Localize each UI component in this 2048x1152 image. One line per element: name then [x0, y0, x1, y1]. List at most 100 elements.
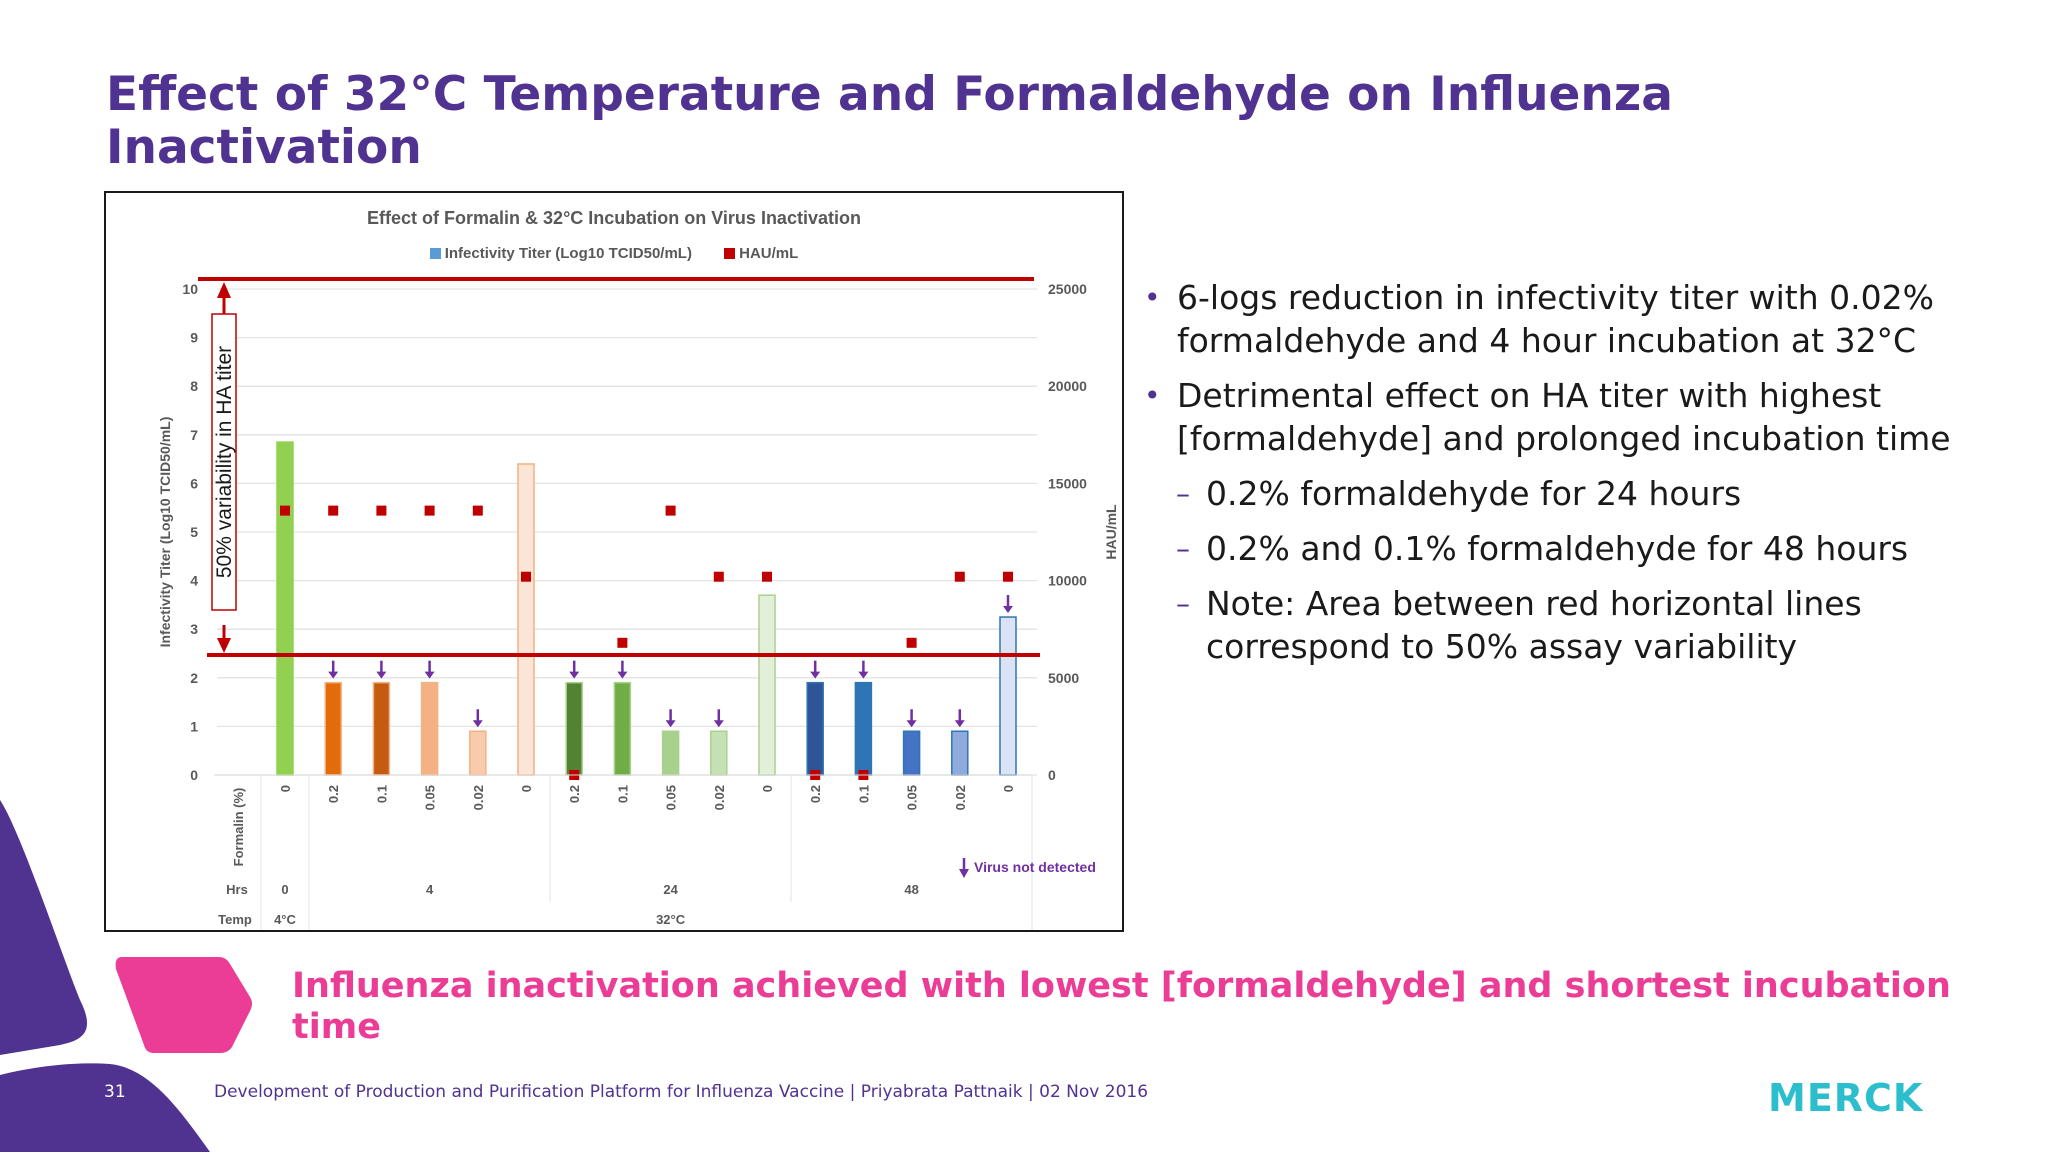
hau-marker — [376, 505, 387, 516]
formalin-tick-label: 0.1 — [374, 785, 389, 803]
bullet-dash-icon: – — [1176, 532, 1190, 565]
purple-shape-bottom — [0, 1063, 210, 1152]
variability-label: 50% variability in HA titer — [213, 346, 236, 578]
y2-axis-label: HAU/mL — [1103, 504, 1119, 560]
formalin-tick-label: 0 — [760, 785, 775, 792]
bar-infectivity — [951, 730, 969, 776]
hau-marker — [424, 505, 435, 516]
formalin-tick-label: 0 — [278, 785, 293, 792]
down-arrow-icon — [959, 869, 969, 878]
down-arrow-icon — [1003, 606, 1013, 614]
hau-marker — [472, 505, 483, 516]
formalin-tick-label: 0.02 — [953, 785, 968, 810]
bullet-text: Note: Area between red horizontal lines … — [1206, 584, 1862, 666]
purple-shape-left — [0, 800, 88, 1055]
y2-tick-label: 0 — [1048, 767, 1056, 783]
page-number: 31 — [104, 1082, 126, 1102]
bullet-item: • Detrimental effect on HA titer with hig… — [1144, 374, 1974, 460]
down-arrow-icon — [424, 671, 435, 679]
y-tick-label: 2 — [190, 670, 198, 686]
hau-marker — [328, 505, 339, 516]
hau-marker — [280, 505, 290, 516]
hau-marker — [954, 571, 965, 582]
y-tick-label: 8 — [190, 378, 198, 394]
y-tick-label: 3 — [190, 621, 198, 637]
formalin-tick-label: 0 — [519, 785, 534, 792]
down-arrow-icon — [954, 720, 965, 728]
bar-infectivity — [854, 681, 873, 776]
y-tick-label: 10 — [182, 281, 198, 297]
down-arrow-icon — [665, 720, 676, 728]
legend-swatch-blue — [429, 248, 441, 259]
hours-group-label: 48 — [904, 882, 918, 897]
formalin-row-label: Formalin (%) — [231, 788, 246, 867]
down-arrow-icon — [328, 671, 339, 679]
footer-text: Development of Production and Purificati… — [214, 1082, 1149, 1102]
y-tick-label: 0 — [190, 767, 198, 783]
down-arrow-icon — [810, 671, 821, 679]
bar-infectivity — [613, 681, 632, 776]
y-tick-label: 4 — [190, 573, 198, 589]
hours-group-label: 24 — [663, 882, 678, 897]
bar-infectivity — [372, 681, 391, 776]
formalin-tick-label: 0.02 — [712, 785, 727, 810]
down-arrow-icon — [617, 671, 628, 679]
bar-infectivity — [469, 730, 487, 776]
bullet-dot-icon: • — [1144, 379, 1161, 412]
down-arrow-icon — [713, 720, 724, 728]
bar-infectivity — [324, 681, 342, 776]
formalin-tick-label: 0.1 — [615, 785, 630, 803]
formalin-tick-label: 0.05 — [664, 785, 679, 810]
chart-legend: Infectivity Titer (Log10 TCID50/mL) HAU/… — [106, 245, 1122, 263]
hau-marker — [713, 571, 724, 582]
formalin-tick-label: 0.2 — [808, 785, 823, 803]
bar-infectivity — [420, 681, 439, 776]
bullet-text: 0.2% formaldehyde for 24 hours — [1206, 474, 1742, 513]
legend-item-infectivity: Infectivity Titer (Log10 TCID50/mL) — [429, 245, 692, 262]
formalin-tick-label: 0 — [1001, 785, 1016, 792]
bar-infectivity — [710, 730, 728, 776]
hau-marker — [665, 505, 676, 516]
bullet-text: 0.2% and 0.1% formaldehyde for 48 hours — [1206, 529, 1909, 568]
formalin-tick-label: 0.1 — [856, 785, 871, 803]
hrs-row-label: Hrs — [226, 882, 248, 897]
formalin-tick-label: 0.2 — [567, 785, 582, 803]
down-arrow-icon — [858, 671, 869, 679]
legend-swatch-red — [724, 248, 736, 259]
bar-infectivity — [758, 594, 776, 776]
y2-tick-label: 15000 — [1048, 475, 1087, 491]
temp-row-label: Temp — [218, 912, 252, 927]
hau-marker — [1003, 571, 1013, 582]
temp-group-label: 32°C — [656, 912, 686, 927]
y-tick-label: 7 — [190, 427, 198, 443]
y-tick-label: 6 — [190, 475, 198, 491]
formalin-tick-label: 0.02 — [471, 785, 486, 810]
formalin-tick-label: 0.2 — [326, 785, 341, 803]
down-arrow-icon — [217, 638, 231, 653]
pink-callout-shape — [115, 957, 252, 1053]
bullet-item: –0.2% formaldehyde for 24 hours — [1144, 472, 1974, 515]
formalin-tick-label: 0.05 — [905, 785, 920, 810]
bullet-text: 6-logs reduction in infectivity titer wi… — [1177, 278, 1934, 360]
chart-container: Effect of Formalin & 32°C Incubation on … — [104, 191, 1124, 932]
hau-marker — [762, 571, 772, 582]
legend-label: HAU/mL — [739, 245, 799, 262]
chart-title: Effect of Formalin & 32°C Incubation on … — [367, 208, 861, 228]
legend-item-hau: HAU/mL — [724, 245, 798, 262]
bullet-item: – Note: Area between red horizontal lines… — [1144, 582, 1974, 668]
bar-infectivity — [517, 463, 535, 776]
bullet-dash-icon: – — [1176, 477, 1190, 510]
hau-marker — [617, 637, 628, 648]
bar-infectivity — [276, 441, 294, 776]
down-arrow-icon — [472, 720, 483, 728]
down-arrow-icon — [376, 671, 387, 679]
hau-marker — [521, 571, 531, 582]
bullet-dot-icon: • — [1144, 281, 1161, 314]
y-axis-label: Infectivity Titer (Log10 TCID50/mL) — [157, 417, 173, 648]
y2-tick-label: 25000 — [1048, 281, 1087, 297]
conclusion-callout: Influenza inactivation achieved with low… — [292, 966, 1951, 1047]
bar-infectivity — [999, 616, 1017, 776]
bar-infectivity — [902, 730, 921, 776]
hours-group-label: 0 — [281, 882, 288, 897]
